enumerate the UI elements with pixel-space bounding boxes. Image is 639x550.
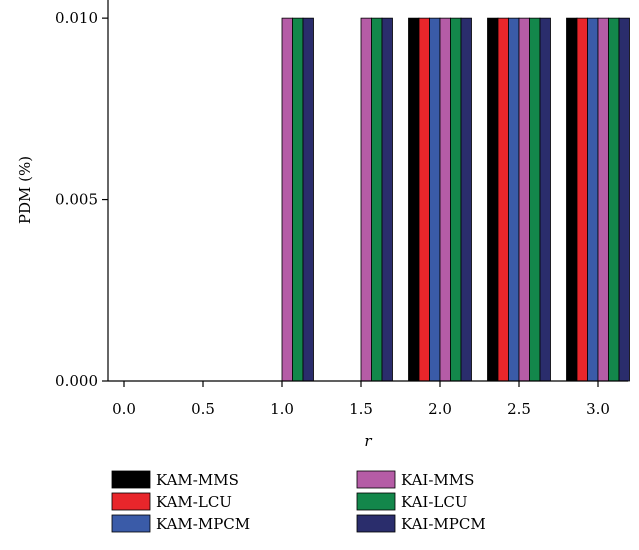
y-axis-label: PDM (%) — [16, 156, 34, 224]
legend-label-kam-mms: KAM-MMS — [156, 471, 239, 489]
bar-kai-mms-3.0 — [597, 17, 609, 382]
bar-kai-mpcm-3.0 — [618, 17, 630, 382]
legend-label-kai-mms: KAI-MMS — [401, 471, 474, 489]
bar-kam-mpcm-2.5 — [508, 17, 520, 382]
bar-kam-mpcm-3.0 — [587, 17, 599, 382]
bar-kai-mms-1.0 — [281, 17, 293, 382]
bar-kai-mpcm-2.0 — [460, 17, 472, 382]
y-tick-label: 0.005 — [55, 191, 98, 209]
legend-swatch-kam-mms — [111, 470, 151, 489]
axes-layer — [107, 0, 628, 382]
y-tick-label: 0.010 — [55, 9, 98, 27]
legend-label-kai-mpcm: KAI-MPCM — [401, 515, 486, 533]
legend-swatch-kam-lcu — [111, 492, 151, 511]
bar-kam-mms-2.5 — [487, 17, 499, 382]
bar-kam-mms-3.0 — [566, 17, 578, 382]
bar-kai-lcu-1.5 — [371, 17, 383, 382]
bar-kai-lcu-3.0 — [608, 17, 620, 382]
y-ticks: 0.000 0.005 0.010 — [55, 9, 108, 390]
legend-swatch-kam-mpcm — [111, 514, 151, 533]
bars-layer — [281, 17, 630, 382]
legend-label-kai-lcu: KAI-LCU — [401, 493, 468, 511]
x-tick-label: 1.0 — [270, 400, 294, 418]
x-axis-label: r — [364, 432, 372, 450]
bar-kai-lcu-2.0 — [450, 17, 462, 382]
y-tick-label: 0.000 — [55, 372, 98, 390]
legend-swatch-kai-lcu — [356, 492, 396, 511]
bar-kai-lcu-2.5 — [529, 17, 541, 382]
x-tick-label: 1.5 — [349, 400, 373, 418]
x-tick-label: 0.5 — [191, 400, 215, 418]
x-ticks: 0.0 0.5 1.0 1.5 2.0 2.5 3.0 — [112, 381, 610, 418]
bar-kam-lcu-3.0 — [576, 17, 588, 382]
bar-kai-mpcm-1.5 — [381, 17, 393, 382]
x-tick-label: 3.0 — [586, 400, 610, 418]
bar-kai-mms-1.5 — [360, 17, 372, 382]
x-tick-label: 0.0 — [112, 400, 136, 418]
legend: KAM-MMS KAM-LCU KAM-MPCM KAI-MMS KAI-LCU KAI-… — [111, 470, 486, 533]
bar-kam-mms-2.0 — [408, 17, 420, 382]
legend-label-kam-mpcm: KAM-MPCM — [156, 515, 250, 533]
legend-swatch-kai-mpcm — [356, 514, 396, 533]
bar-kam-lcu-2.0 — [418, 17, 430, 382]
bar-kai-mpcm-1.0 — [302, 17, 314, 382]
x-tick-label: 2.0 — [428, 400, 452, 418]
bar-kai-lcu-1.0 — [292, 17, 304, 382]
bar-kai-mpcm-2.5 — [539, 17, 551, 382]
bar-kai-mms-2.0 — [439, 17, 451, 382]
bar-kai-mms-2.5 — [518, 17, 530, 382]
bar-kam-mpcm-2.0 — [429, 17, 441, 382]
bar-kam-lcu-2.5 — [497, 17, 509, 382]
x-tick-label: 2.5 — [507, 400, 531, 418]
legend-label-kam-lcu: KAM-LCU — [156, 493, 232, 511]
legend-swatch-kai-mms — [356, 470, 396, 489]
